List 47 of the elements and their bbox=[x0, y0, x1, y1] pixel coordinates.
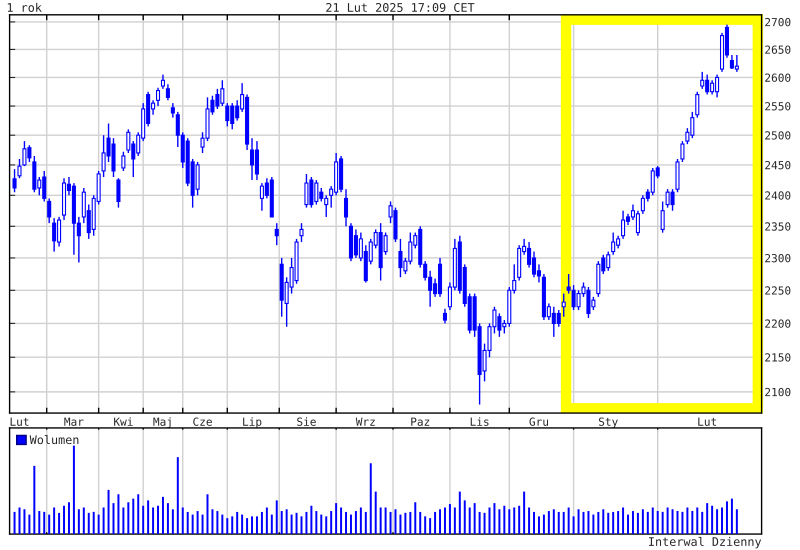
y-tick-label: 2450 bbox=[765, 160, 790, 170]
candlestick bbox=[170, 102, 175, 118]
x-tick-label: Kwi bbox=[114, 417, 133, 426]
candlestick bbox=[156, 87, 160, 107]
candlestick bbox=[562, 292, 566, 318]
candlestick bbox=[160, 74, 166, 90]
y-tick-label: 2650 bbox=[765, 45, 790, 54]
candlestick bbox=[17, 158, 22, 179]
y-tick-label: 2550 bbox=[765, 102, 790, 110]
candlestick bbox=[660, 200, 665, 234]
candlestick bbox=[47, 198, 52, 224]
y-tick-label: 2600 bbox=[765, 73, 790, 82]
candlestick bbox=[121, 151, 126, 172]
candlestick bbox=[695, 91, 700, 118]
y-tick-label: 2700 bbox=[765, 18, 790, 26]
y-tick-label: 2400 bbox=[765, 191, 790, 200]
candlestick bbox=[12, 168, 17, 193]
x-tick-label: Lis bbox=[470, 417, 489, 426]
text: 21 Lut 2025 17:09 CET bbox=[326, 3, 474, 12]
candlestick bbox=[116, 178, 120, 208]
candlestick bbox=[680, 140, 684, 163]
x-tick-label: Gru bbox=[529, 417, 548, 426]
x-tick-label: Maj bbox=[153, 417, 171, 428]
x-tick-label: Sty bbox=[598, 417, 618, 428]
x-tick-label: Mar bbox=[64, 418, 84, 426]
candlestick bbox=[274, 222, 279, 246]
y-tick-label: 2350 bbox=[765, 222, 790, 231]
y-tick-label: 2200 bbox=[765, 319, 790, 328]
y-tick-label: 2500 bbox=[765, 131, 790, 140]
candlestick bbox=[299, 222, 304, 243]
x-tick-label: Lut bbox=[10, 418, 28, 426]
x-tick-label: Lut bbox=[698, 418, 716, 426]
candlestick bbox=[442, 308, 448, 324]
text: Interwal Dzienny bbox=[649, 536, 762, 548]
legend-label: Wolumen bbox=[30, 434, 78, 444]
candlestick bbox=[344, 188, 348, 227]
y-tick-label: 2100 bbox=[765, 388, 790, 396]
x-tick-label: Sie bbox=[297, 417, 316, 426]
x-tick-label: Cze bbox=[193, 417, 212, 426]
y-tick-label: 2300 bbox=[765, 254, 790, 262]
x-tick-label: Paz bbox=[411, 418, 430, 426]
y-tick-label: 2150 bbox=[765, 353, 790, 362]
chart-title: 1 rok bbox=[8, 2, 42, 12]
x-tick-label: Lip bbox=[243, 417, 262, 428]
candlestick bbox=[166, 84, 170, 101]
x-tick-label: Wrz bbox=[356, 418, 375, 426]
y-tick-label: 2250 bbox=[765, 286, 790, 295]
